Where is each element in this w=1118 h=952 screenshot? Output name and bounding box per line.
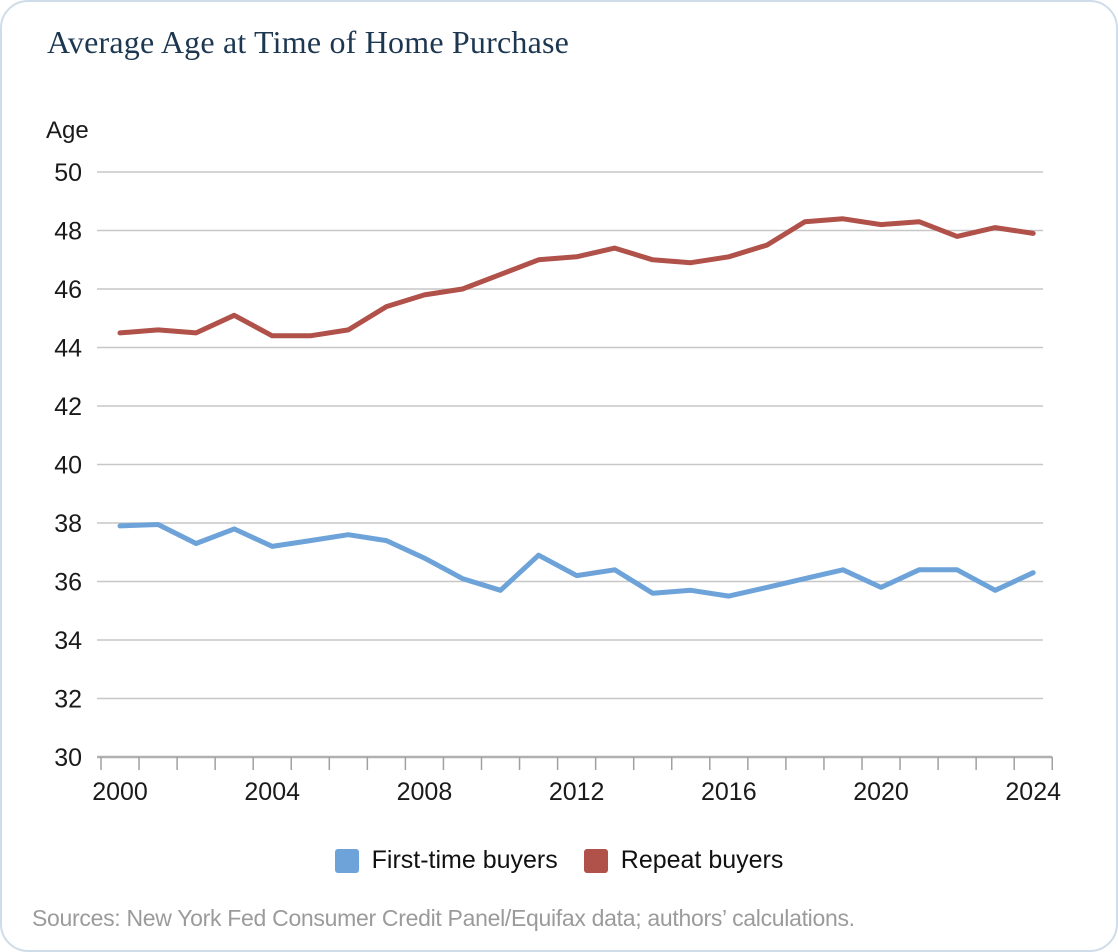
svg-text:44: 44	[54, 335, 82, 363]
svg-text:2008: 2008	[397, 778, 453, 806]
svg-text:34: 34	[54, 627, 82, 655]
sources-note: Sources: New York Fed Consumer Credit Pa…	[32, 905, 855, 931]
chart-legend: First-time buyers Repeat buyers	[2, 846, 1116, 875]
series-line-first-time-buyers	[117, 522, 1036, 599]
svg-text:32: 32	[54, 686, 82, 714]
legend-item-first-time-buyers: First-time buyers	[334, 846, 558, 875]
svg-text:2000: 2000	[92, 778, 148, 806]
svg-text:36: 36	[54, 569, 82, 597]
legend-item-repeat-buyers: Repeat buyers	[583, 846, 784, 875]
svg-text:48: 48	[54, 218, 82, 246]
x-axis-ticks	[100, 757, 1053, 770]
svg-text:2024: 2024	[1005, 778, 1061, 806]
y-gridlines	[97, 171, 1043, 700]
repeat-buyers-swatch-icon	[583, 848, 608, 873]
legend-label-first-time-buyers: First-time buyers	[371, 846, 558, 874]
svg-text:2012: 2012	[549, 778, 605, 806]
first-time-buyers-swatch-icon	[334, 848, 359, 873]
svg-text:2004: 2004	[244, 778, 300, 806]
svg-text:50: 50	[54, 159, 82, 187]
legend-label-repeat-buyers: Repeat buyers	[620, 846, 784, 874]
svg-text:2020: 2020	[853, 778, 909, 806]
svg-text:42: 42	[54, 393, 82, 421]
series-line-repeat-buyers	[117, 216, 1036, 339]
chart-title: Average Age at Time of Home Purchase	[47, 24, 570, 60]
y-axis-title: Age	[46, 117, 89, 144]
svg-text:40: 40	[54, 452, 82, 480]
svg-text:2016: 2016	[701, 778, 757, 806]
x-tick-labels: 2000 2004 2008 2012 2016 2020 2024	[92, 778, 1061, 806]
svg-text:46: 46	[54, 276, 82, 304]
y-tick-labels: 30 32 34 36 38 40 42 44 46 48 50	[54, 159, 82, 772]
svg-text:30: 30	[54, 744, 82, 772]
svg-text:38: 38	[54, 510, 82, 538]
